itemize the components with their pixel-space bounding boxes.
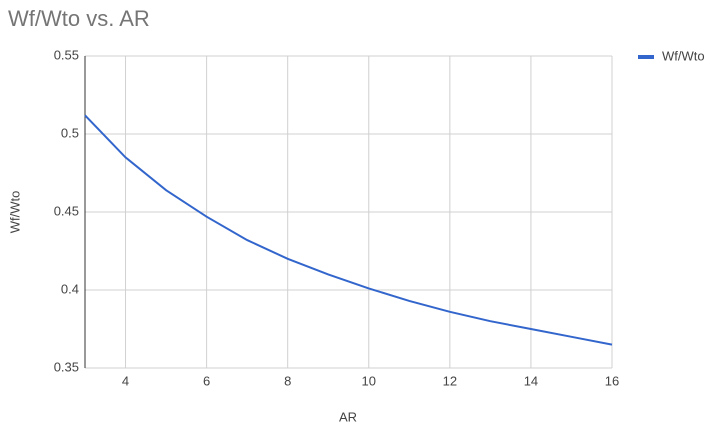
x-tick-label: 4 — [122, 373, 129, 388]
x-tick-label: 6 — [203, 373, 210, 388]
series-line — [84, 114, 613, 346]
y-tick-label: 0.35 — [54, 359, 79, 374]
x-axis-label: AR — [339, 409, 357, 424]
y-tick-label: 0.4 — [61, 281, 79, 296]
x-tick-label: 14 — [524, 373, 538, 388]
legend-label: Wf/Wto — [662, 48, 705, 63]
chart-title: Wf/Wto vs. AR — [8, 6, 150, 31]
x-tick-label: 8 — [284, 373, 291, 388]
x-tick-label: 10 — [362, 373, 376, 388]
y-tick-label: 0.55 — [54, 47, 79, 62]
y-tick-label: 0.5 — [61, 125, 79, 140]
y-tick-label: 0.45 — [54, 203, 79, 218]
y-axis-label: Wf/Wto — [7, 191, 22, 234]
x-tick-label: 16 — [605, 373, 619, 388]
x-tick-label: 12 — [443, 373, 457, 388]
